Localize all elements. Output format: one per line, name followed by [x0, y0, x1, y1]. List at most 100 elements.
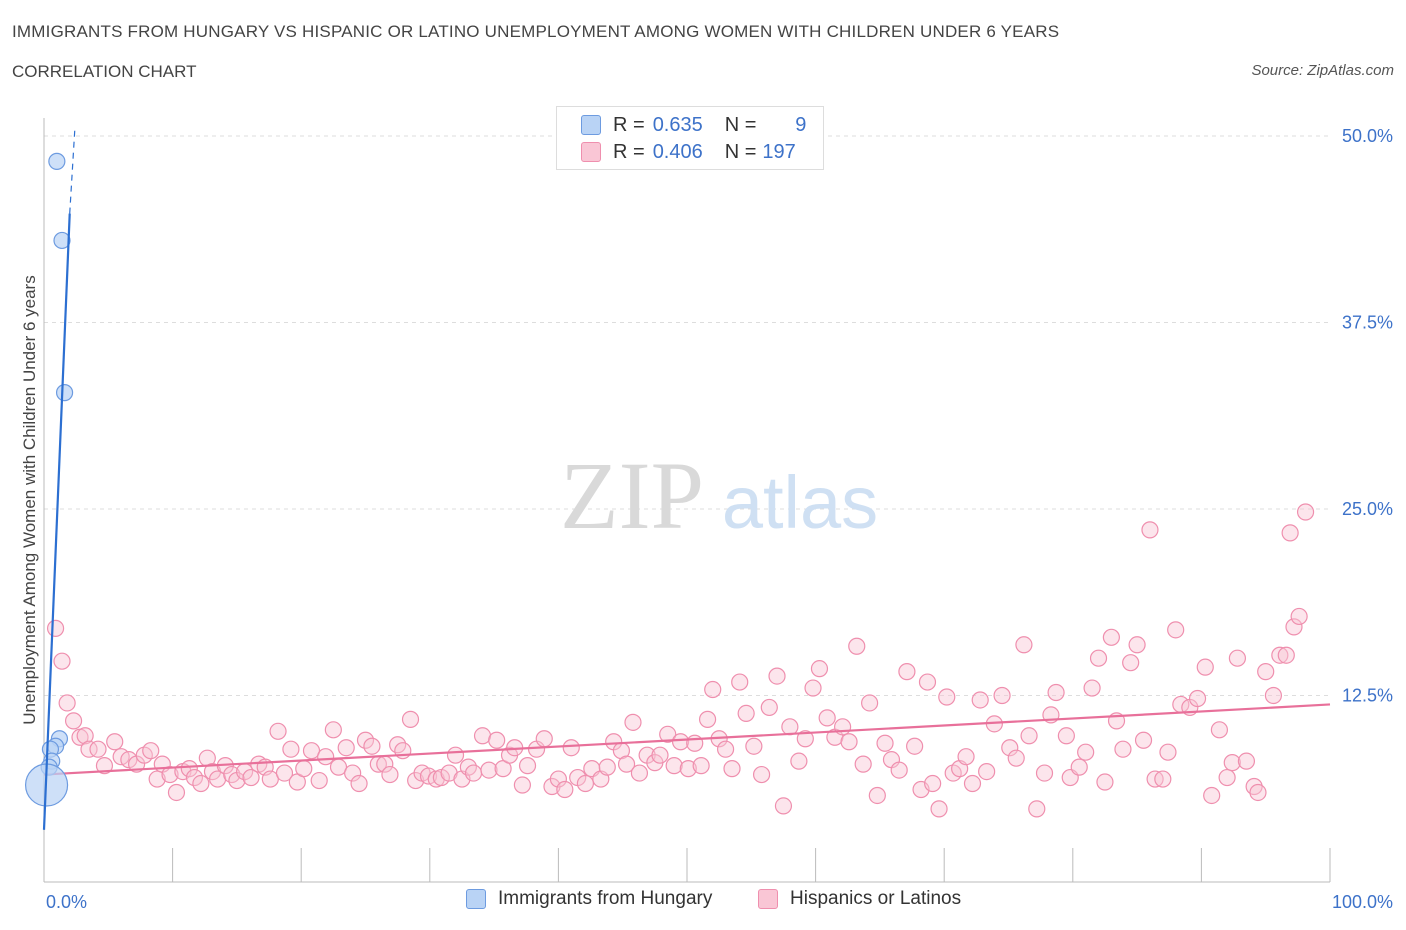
hispanic-point	[1237, 752, 1256, 770]
hispanic-point	[337, 739, 355, 757]
hispanic-point	[957, 748, 975, 766]
hispanic-point	[518, 757, 537, 775]
hispanic-point	[704, 680, 722, 699]
hispanic-point	[1159, 743, 1177, 761]
hispanic-point	[1077, 743, 1095, 761]
y-tick-label: 50.0%	[1342, 126, 1393, 146]
hispanic-point	[1089, 649, 1108, 667]
hispanic-point	[576, 774, 595, 793]
legend-r-value: 0.635	[652, 113, 703, 136]
chart-title: IMMIGRANTS FROM HUNGARY VS HISPANIC OR L…	[12, 22, 1060, 41]
hispanic-point	[562, 739, 580, 757]
hispanic-point	[464, 764, 483, 782]
hispanic-point	[363, 737, 381, 755]
hispanic-point	[752, 765, 771, 784]
hispanic-point	[1001, 739, 1019, 757]
hispanic-point	[535, 730, 553, 748]
hispanic-point	[242, 768, 260, 787]
hispanic-point	[161, 765, 179, 784]
hispanic-point	[1035, 764, 1054, 782]
hispanic-point	[1285, 618, 1303, 636]
legend-row-hungary: R = 0.635 N = 9	[581, 113, 806, 137]
hispanic-point	[148, 770, 166, 788]
hispanic-point	[1290, 607, 1308, 626]
hispanic-point	[356, 731, 375, 749]
hispanic-point	[781, 718, 799, 736]
hispanic-point	[868, 786, 886, 805]
hispanic-point	[269, 722, 287, 740]
legend-n-value: 197	[762, 140, 796, 163]
hispanic-point	[1188, 689, 1207, 708]
hispanic-trendline	[43, 703, 1331, 776]
hispanic-point	[549, 770, 568, 788]
legend-n-label: N =	[724, 113, 757, 136]
bottom-legend-swatch-pink	[758, 889, 778, 909]
bottom-legend-label: Hispanics or Latinos	[790, 888, 962, 909]
hispanic-points	[46, 503, 1315, 818]
hispanic-point	[1122, 654, 1140, 672]
hispanic-point	[1096, 773, 1114, 791]
hispanic-point	[796, 730, 814, 748]
legend-swatch-blue	[581, 115, 601, 135]
hispanic-point	[630, 764, 649, 782]
y-axis-title: Unemployment Among Women with Children U…	[20, 275, 39, 725]
hispanic-point	[556, 780, 574, 799]
y-tick-label: 37.5%	[1342, 313, 1393, 333]
hispanic-point	[924, 774, 942, 793]
hispanic-point	[106, 733, 124, 751]
tick-labels: 12.5% 25.0% 37.5% 50.0% 0.0% 100.0%	[46, 126, 1393, 912]
hispanic-point	[1141, 521, 1159, 539]
chart-subtitle: CORRELATION CHART	[12, 62, 197, 81]
hispanic-point	[1015, 636, 1033, 654]
hungary-point	[55, 384, 74, 402]
hispanic-point	[46, 619, 65, 637]
hispanic-point	[1134, 731, 1153, 749]
watermark-atlas: atlas	[722, 461, 878, 544]
hispanic-point	[1277, 646, 1295, 664]
hispanic-point	[401, 710, 420, 728]
hispanic-point	[993, 686, 1011, 705]
y-tick-label: 25.0%	[1342, 499, 1393, 519]
hungary-trend-extension	[69, 128, 76, 214]
hispanic-point	[350, 774, 368, 793]
x-tick-label-end: 100.0%	[1332, 892, 1393, 912]
watermark: ZIP atlas	[560, 442, 878, 549]
hispanic-point	[80, 740, 98, 758]
hispanic-point	[1114, 740, 1132, 758]
hispanic-point	[876, 734, 894, 752]
hispanic-point	[1128, 636, 1146, 654]
hispanic-point	[53, 652, 71, 670]
hispanic-point	[745, 737, 763, 755]
hispanic-point	[1249, 783, 1267, 802]
hispanic-point	[1047, 683, 1065, 702]
hispanic-point	[1203, 786, 1221, 805]
hispanic-point	[716, 740, 735, 758]
hispanic-point	[818, 709, 836, 727]
hispanic-point	[1218, 768, 1236, 787]
hispanic-point	[167, 783, 186, 802]
hispanic-point	[624, 713, 642, 731]
hispanic-point	[1257, 663, 1275, 681]
correlation-legend: R = 0.635 N = 9 R = 0.406 N = 197	[556, 106, 824, 170]
hispanic-point	[295, 760, 313, 778]
legend-n-label: N =	[724, 140, 757, 163]
hispanic-point	[317, 748, 335, 766]
hispanic-point	[64, 712, 83, 730]
hispanic-point	[848, 637, 866, 655]
hispanic-point	[698, 710, 717, 728]
hispanic-point	[810, 660, 829, 678]
hispanic-point	[1167, 621, 1185, 639]
hispanic-point	[731, 673, 749, 691]
hispanic-point	[804, 679, 822, 697]
hispanic-point	[324, 721, 342, 739]
hispanic-point	[275, 764, 294, 782]
hispanic-point	[978, 762, 996, 781]
hispanic-point	[665, 757, 683, 775]
hispanic-point	[180, 760, 198, 778]
hispanic-point	[679, 760, 697, 778]
bottom-legend-hispanic: Hispanics or Latinos	[758, 888, 961, 910]
hispanic-point	[1057, 727, 1075, 745]
hispanic-point	[1296, 503, 1315, 521]
legend-swatch-pink	[581, 142, 601, 162]
